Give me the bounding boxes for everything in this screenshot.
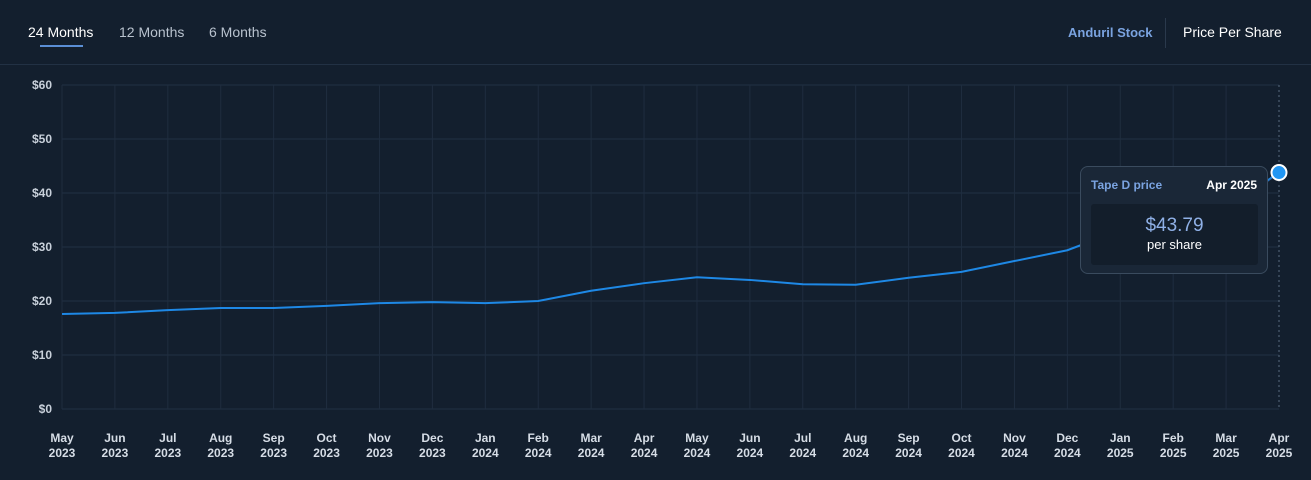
- x-tick-label: Oct 2024: [948, 431, 975, 460]
- toggle[interactable]: Anduril Stock: [1068, 25, 1153, 40]
- x-tick-label: Feb 2024: [525, 431, 552, 460]
- x-tick-label: Jun 2023: [102, 431, 129, 460]
- y-tick-label: $30: [32, 240, 52, 254]
- x-tick-label: May 2024: [684, 431, 711, 460]
- x-tick-label: Jul 2024: [789, 431, 816, 460]
- x-tick-label: Mar 2025: [1213, 431, 1240, 460]
- x-tick-label: Jun 2024: [737, 431, 764, 460]
- y-tick-label: $0: [39, 402, 53, 416]
- x-tick-label: Jan 2024: [472, 431, 499, 460]
- x-tick-label: Aug 2024: [842, 431, 869, 460]
- x-tick-label: Apr 2025: [1266, 431, 1293, 460]
- y-tick-label: $50: [32, 132, 52, 146]
- x-tick-label: Sep 2024: [895, 431, 922, 460]
- tab[interactable]: 6 Months: [209, 24, 267, 40]
- x-tick-label: Dec 2023: [419, 431, 446, 460]
- y-tick-label: $40: [32, 186, 52, 200]
- x-tick-label: Nov 2023: [366, 431, 393, 460]
- toggle[interactable]: Price Per Share: [1183, 24, 1282, 40]
- price-line: [61, 171, 1280, 315]
- separator: [1165, 18, 1166, 48]
- x-tick-label: Mar 2024: [578, 431, 605, 460]
- x-tick-label: Jan 2025: [1107, 431, 1134, 460]
- x-tick-label: Jul 2023: [154, 431, 181, 460]
- x-tick-label: Apr 2024: [631, 431, 658, 460]
- y-tick-label: $60: [32, 78, 52, 92]
- x-tick-label: Oct 2023: [313, 431, 340, 460]
- x-tick-label: Nov 2024: [1001, 431, 1028, 460]
- tooltip-body: $43.79 per share: [1091, 204, 1258, 265]
- tooltip-date: Apr 2025: [1206, 178, 1257, 192]
- tab-underline: [40, 45, 83, 47]
- x-tick-label: May 2023: [49, 431, 76, 460]
- y-tick-label: $10: [32, 348, 52, 362]
- tab[interactable]: 24 Months: [28, 24, 94, 40]
- point: [1270, 164, 1288, 182]
- x-tick-label: Dec 2024: [1054, 431, 1081, 460]
- tooltip-series: Tape D price: [1091, 178, 1163, 192]
- tab[interactable]: 12 Months: [119, 24, 185, 40]
- x-tick-label: Sep 2023: [260, 431, 287, 460]
- y-tick-label: $20: [32, 294, 52, 308]
- tooltip: Tape D price Apr 2025 $43.79 per share: [1080, 166, 1268, 274]
- x-tick-label: Feb 2025: [1160, 431, 1187, 460]
- toolbar: 24 Months 12 Months 6 Months Anduril Sto…: [0, 0, 1311, 65]
- x-tick-label: Aug 2023: [207, 431, 234, 460]
- tooltip-value: $43.79: [1145, 215, 1204, 236]
- tooltip-unit: per share: [1147, 237, 1202, 252]
